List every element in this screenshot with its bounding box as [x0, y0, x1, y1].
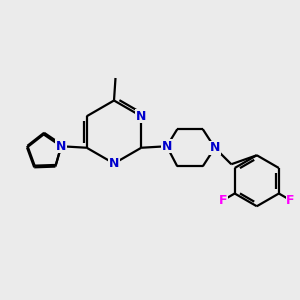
Text: F: F	[219, 194, 227, 207]
Text: N: N	[210, 141, 220, 154]
Text: N: N	[162, 140, 172, 153]
Text: N: N	[136, 110, 146, 123]
Text: N: N	[56, 140, 66, 153]
Text: F: F	[286, 194, 295, 207]
Text: N: N	[109, 157, 119, 170]
